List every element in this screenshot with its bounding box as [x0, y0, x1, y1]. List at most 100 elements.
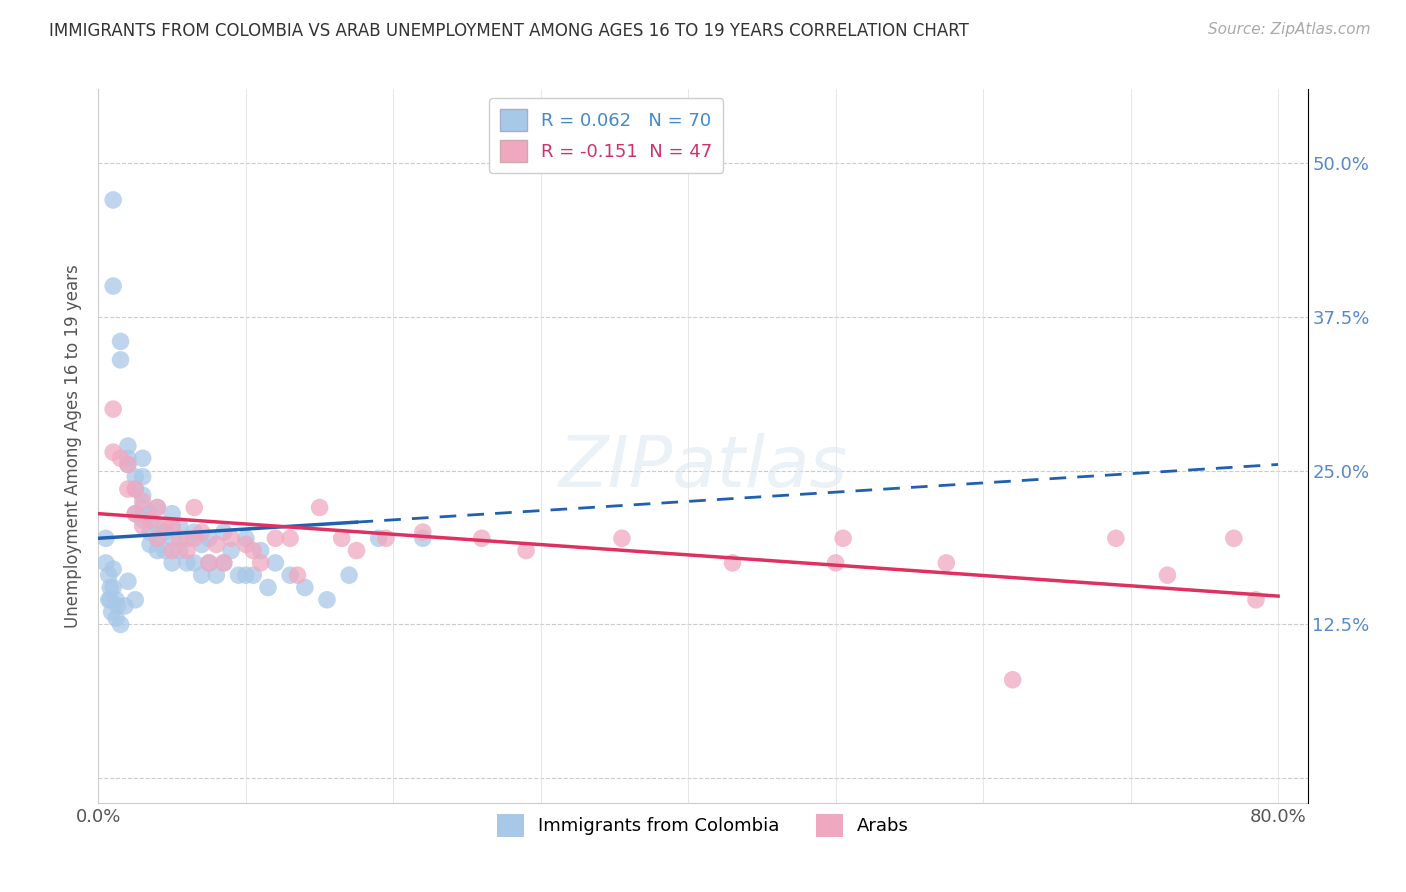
Point	[176, 556, 198, 570]
Point	[212, 556, 235, 570]
Point	[131, 494, 153, 508]
Point	[146, 500, 169, 515]
Point	[198, 556, 221, 570]
Point	[139, 525, 162, 540]
Point	[205, 568, 228, 582]
Point	[183, 556, 205, 570]
Point	[131, 513, 153, 527]
Point	[212, 556, 235, 570]
Point	[100, 605, 122, 619]
Point	[316, 592, 339, 607]
Point	[169, 531, 191, 545]
Point	[1244, 592, 1267, 607]
Point	[117, 451, 139, 466]
Point	[97, 568, 120, 582]
Point	[190, 568, 212, 582]
Point	[160, 519, 183, 533]
Point	[98, 592, 121, 607]
Point	[824, 556, 846, 570]
Text: Source: ZipAtlas.com: Source: ZipAtlas.com	[1208, 22, 1371, 37]
Point	[1223, 531, 1246, 545]
Point	[721, 556, 744, 570]
Point	[198, 556, 221, 570]
Point	[308, 500, 330, 515]
Point	[205, 537, 228, 551]
Point	[169, 543, 191, 558]
Point	[235, 568, 257, 582]
Point	[153, 519, 176, 533]
Point	[257, 581, 280, 595]
Point	[935, 556, 957, 570]
Point	[471, 531, 494, 545]
Point	[146, 519, 169, 533]
Point	[169, 519, 191, 533]
Point	[515, 543, 537, 558]
Point	[131, 469, 153, 483]
Point	[278, 531, 301, 545]
Point	[131, 488, 153, 502]
Point	[114, 599, 136, 613]
Legend: Immigrants from Colombia, Arabs: Immigrants from Colombia, Arabs	[489, 807, 917, 844]
Point	[212, 525, 235, 540]
Point	[375, 531, 398, 545]
Point	[124, 469, 146, 483]
Point	[117, 458, 139, 472]
Point	[294, 581, 316, 595]
Point	[124, 507, 146, 521]
Point	[146, 531, 169, 545]
Point	[131, 519, 153, 533]
Point	[235, 537, 257, 551]
Point	[153, 543, 176, 558]
Point	[1001, 673, 1024, 687]
Point	[101, 445, 124, 459]
Point	[117, 482, 139, 496]
Point	[160, 507, 183, 521]
Point	[94, 556, 117, 570]
Point	[101, 402, 124, 417]
Point	[160, 531, 183, 545]
Y-axis label: Unemployment Among Ages 16 to 19 years: Unemployment Among Ages 16 to 19 years	[65, 264, 83, 628]
Point	[124, 482, 146, 496]
Point	[242, 543, 264, 558]
Point	[412, 525, 434, 540]
Point	[264, 531, 287, 545]
Point	[101, 193, 124, 207]
Point	[105, 611, 128, 625]
Point	[131, 500, 153, 515]
Point	[110, 451, 132, 466]
Point	[176, 531, 198, 545]
Point	[242, 568, 264, 582]
Point	[183, 531, 205, 545]
Point	[183, 500, 205, 515]
Point	[101, 581, 124, 595]
Point	[139, 513, 162, 527]
Point	[160, 556, 183, 570]
Point	[117, 458, 139, 472]
Point	[124, 482, 146, 496]
Point	[228, 568, 250, 582]
Point	[105, 592, 128, 607]
Point	[1105, 531, 1128, 545]
Point	[219, 531, 242, 545]
Point	[131, 451, 153, 466]
Point	[94, 531, 117, 545]
Point	[190, 525, 212, 540]
Text: IMMIGRANTS FROM COLOMBIA VS ARAB UNEMPLOYMENT AMONG AGES 16 TO 19 YEARS CORRELAT: IMMIGRANTS FROM COLOMBIA VS ARAB UNEMPLO…	[49, 22, 969, 40]
Point	[219, 543, 242, 558]
Point	[235, 531, 257, 545]
Point	[97, 592, 120, 607]
Point	[337, 568, 360, 582]
Point	[124, 507, 146, 521]
Point	[146, 543, 169, 558]
Point	[160, 543, 183, 558]
Point	[198, 531, 221, 545]
Point	[183, 525, 205, 540]
Point	[176, 543, 198, 558]
Point	[249, 556, 271, 570]
Point	[278, 568, 301, 582]
Point	[146, 500, 169, 515]
Point	[107, 599, 129, 613]
Text: ZIPatlas: ZIPatlas	[558, 433, 848, 502]
Point	[146, 531, 169, 545]
Point	[367, 531, 389, 545]
